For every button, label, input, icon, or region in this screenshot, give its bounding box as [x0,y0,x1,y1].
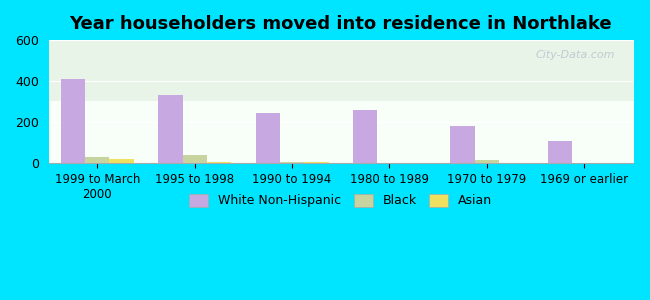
Bar [255,113,280,163]
Bar [207,162,231,163]
Bar [183,155,207,163]
Bar [158,94,183,163]
Bar [109,159,134,163]
Text: City-Data.com: City-Data.com [536,50,616,60]
Bar [60,79,85,163]
Title: Year householders moved into residence in Northlake: Year householders moved into residence i… [70,15,612,33]
Bar [280,162,304,163]
Bar [353,110,377,163]
Bar [304,162,329,163]
Bar [85,157,109,163]
Bar [450,126,474,163]
Legend: White Non-Hispanic, Black, Asian: White Non-Hispanic, Black, Asian [185,189,497,212]
Bar [474,160,499,163]
Bar [548,141,572,163]
